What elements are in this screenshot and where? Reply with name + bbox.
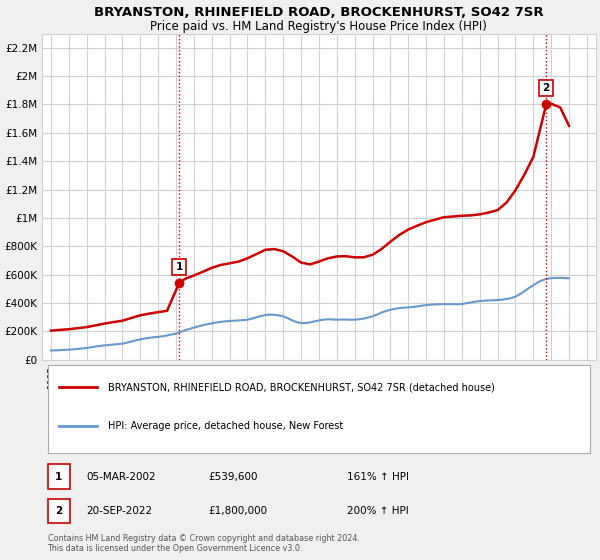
- FancyBboxPatch shape: [47, 365, 590, 452]
- Text: BRYANSTON, RHINEFIELD ROAD, BROCKENHURST, SO42 7SR: BRYANSTON, RHINEFIELD ROAD, BROCKENHURST…: [94, 6, 544, 18]
- FancyBboxPatch shape: [47, 498, 70, 523]
- Text: BRYANSTON, RHINEFIELD ROAD, BROCKENHURST, SO42 7SR (detached house): BRYANSTON, RHINEFIELD ROAD, BROCKENHURST…: [109, 382, 496, 392]
- Text: 200% ↑ HPI: 200% ↑ HPI: [347, 506, 409, 516]
- Text: Price paid vs. HM Land Registry's House Price Index (HPI): Price paid vs. HM Land Registry's House …: [151, 20, 487, 33]
- FancyBboxPatch shape: [47, 464, 70, 489]
- Text: 2: 2: [542, 83, 550, 93]
- Text: Contains HM Land Registry data © Crown copyright and database right 2024.
This d: Contains HM Land Registry data © Crown c…: [47, 534, 359, 553]
- Text: £1,800,000: £1,800,000: [208, 506, 267, 516]
- Text: 05-MAR-2002: 05-MAR-2002: [86, 472, 156, 482]
- Text: £539,600: £539,600: [208, 472, 257, 482]
- Text: 1: 1: [175, 262, 182, 272]
- Text: HPI: Average price, detached house, New Forest: HPI: Average price, detached house, New …: [109, 421, 344, 431]
- Text: 161% ↑ HPI: 161% ↑ HPI: [347, 472, 409, 482]
- Text: 20-SEP-2022: 20-SEP-2022: [86, 506, 152, 516]
- Text: 1: 1: [55, 472, 62, 482]
- Text: 2: 2: [55, 506, 62, 516]
